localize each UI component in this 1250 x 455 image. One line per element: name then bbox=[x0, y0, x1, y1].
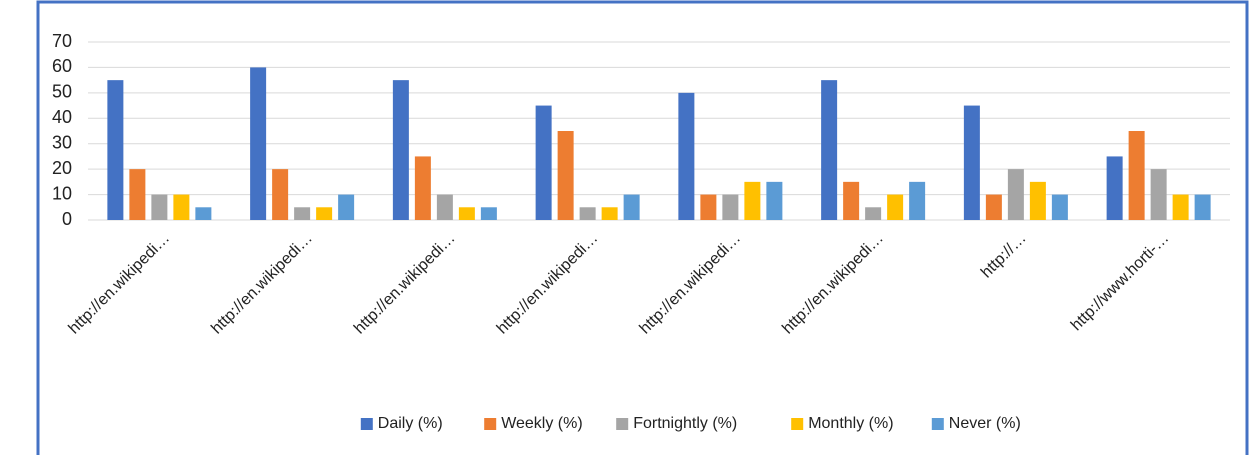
bar bbox=[843, 181, 860, 220]
bar bbox=[744, 181, 761, 220]
legend-label: Fortnightly (%) bbox=[633, 415, 737, 432]
legend-label: Never (%) bbox=[949, 415, 1021, 432]
y-tick-label: 10 bbox=[52, 183, 72, 203]
bar bbox=[766, 181, 783, 220]
bar bbox=[129, 169, 146, 220]
bar bbox=[151, 194, 168, 220]
legend-label: Daily (%) bbox=[378, 415, 443, 432]
bar bbox=[414, 156, 431, 220]
y-tick-label: 20 bbox=[52, 158, 72, 178]
legend-swatch bbox=[360, 418, 373, 430]
bar bbox=[458, 207, 475, 220]
bar bbox=[865, 207, 882, 220]
frame bbox=[36, 0, 1249, 455]
bar bbox=[557, 131, 574, 220]
bar bbox=[338, 194, 355, 220]
bar bbox=[887, 194, 904, 220]
y-tick-label: 30 bbox=[52, 132, 72, 152]
bar bbox=[1194, 194, 1211, 220]
bar bbox=[107, 80, 124, 221]
bar bbox=[436, 194, 453, 220]
bar bbox=[821, 80, 838, 221]
x-tick-label: http://… bbox=[978, 230, 1030, 282]
bar bbox=[272, 169, 289, 220]
bar bbox=[678, 92, 695, 220]
bar bbox=[316, 207, 333, 220]
y-tick-label: 40 bbox=[52, 107, 72, 127]
y-tick-label: 60 bbox=[52, 56, 72, 76]
bar bbox=[294, 207, 311, 220]
bar bbox=[579, 207, 596, 220]
bar bbox=[963, 105, 980, 220]
x-tick-label: http://en.wikipedi… bbox=[494, 230, 602, 338]
bar bbox=[985, 194, 1002, 220]
legend-label: Monthly (%) bbox=[808, 415, 893, 432]
bar bbox=[1150, 169, 1167, 220]
legend-swatch bbox=[484, 418, 497, 430]
legend-label: Weekly (%) bbox=[501, 415, 583, 432]
legend-swatch bbox=[791, 418, 804, 430]
bar bbox=[1172, 194, 1189, 220]
x-tick-label: http://en.wikipedi… bbox=[637, 230, 745, 338]
bar bbox=[480, 207, 497, 220]
y-tick-label: 50 bbox=[52, 82, 72, 102]
bar bbox=[392, 80, 409, 221]
bar bbox=[535, 105, 552, 220]
x-tick-label: http://en.wikipedi… bbox=[208, 230, 316, 338]
bar bbox=[909, 181, 926, 220]
bar bbox=[722, 194, 739, 220]
bar bbox=[195, 207, 212, 220]
bar bbox=[173, 194, 190, 220]
y-tick-label: 70 bbox=[52, 31, 72, 51]
x-tick-label: http://www.horti-… bbox=[1068, 230, 1172, 334]
bar bbox=[601, 207, 618, 220]
y-tick-label: 0 bbox=[62, 209, 72, 229]
bar bbox=[1106, 156, 1123, 220]
x-tick-label: http://en.wikipedi… bbox=[66, 230, 174, 338]
bar bbox=[700, 194, 717, 220]
x-tick-label: http://en.wikipedi… bbox=[779, 230, 887, 338]
legend-swatch bbox=[616, 418, 629, 430]
bar bbox=[1007, 169, 1024, 220]
bar bbox=[623, 194, 640, 220]
legend-swatch bbox=[931, 418, 944, 430]
bar bbox=[250, 67, 267, 220]
bar bbox=[1029, 181, 1046, 220]
bar bbox=[1051, 194, 1068, 220]
x-tick-label: http://en.wikipedi… bbox=[351, 230, 459, 338]
bar bbox=[1128, 131, 1145, 220]
